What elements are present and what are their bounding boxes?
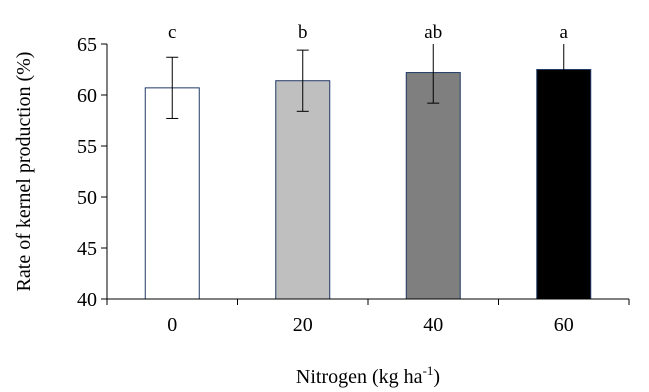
x-tick-label: 40 <box>423 314 443 336</box>
significance-letter: ab <box>424 22 442 43</box>
x-tick-label: 60 <box>554 314 574 336</box>
bars <box>144 69 592 300</box>
y-tick-label: 45 <box>77 238 97 260</box>
significance-labels: c b ab a <box>168 22 569 43</box>
significance-letter: c <box>168 22 176 43</box>
x-axis-title-end: ) <box>433 366 440 388</box>
x-tick-label: 0 <box>167 314 177 336</box>
x-axis-title-main: Nitrogen (kg ha <box>296 366 423 388</box>
bar-60 <box>536 69 592 300</box>
error-bars <box>166 44 570 119</box>
y-axis-title: Rate of kernel production (%) <box>13 52 35 292</box>
bar-0 <box>144 87 200 300</box>
y-tick-label: 55 <box>77 136 97 158</box>
x-axis-title: Nitrogen (kg ha-1) <box>296 363 440 388</box>
x-axis-ticks: 0 20 40 60 <box>106 299 630 336</box>
y-tick-label: 40 <box>77 289 97 311</box>
y-tick-label: 65 <box>77 34 97 56</box>
x-tick-label: 20 <box>293 314 313 336</box>
bar-40 <box>405 72 461 300</box>
significance-letter: b <box>298 22 308 43</box>
y-tick-label: 60 <box>77 85 97 107</box>
bar-20 <box>275 80 331 300</box>
x-axis-title-superscript: -1 <box>423 363 434 378</box>
y-tick-label: 50 <box>77 187 97 209</box>
y-axis-ticks: 40 45 50 55 60 65 <box>77 34 107 311</box>
significance-letter: a <box>560 22 569 43</box>
